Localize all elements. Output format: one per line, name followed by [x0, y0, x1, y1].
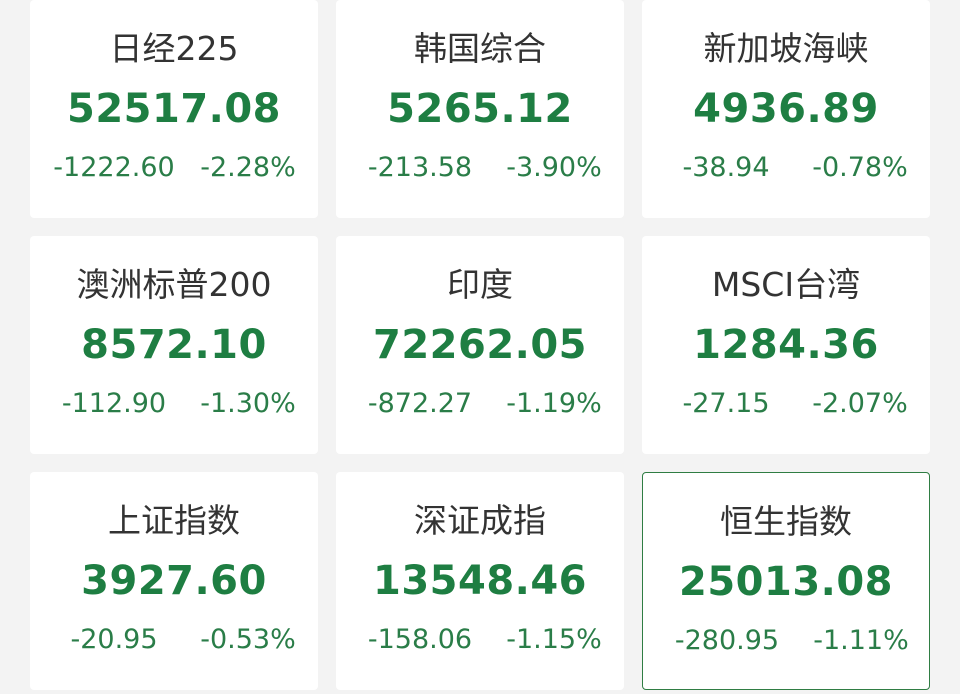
index-change: -213.58	[367, 152, 473, 183]
index-change: -20.95	[70, 624, 158, 655]
index-name: 深证成指	[414, 501, 546, 540]
index-percent: -3.90%	[506, 152, 602, 183]
index-change: -158.06	[367, 624, 473, 655]
index-card[interactable]: 韩国综合 5265.12 -213.58 -3.90%	[336, 0, 624, 218]
index-change: -38.94	[682, 152, 770, 183]
index-percent: -2.28%	[200, 152, 296, 183]
index-percent: -0.78%	[812, 152, 908, 183]
index-value: 3927.60	[81, 558, 267, 604]
index-name: 新加坡海峡	[703, 29, 869, 68]
index-card[interactable]: 深证成指 13548.46 -158.06 -1.15%	[336, 472, 624, 690]
index-percent: -1.15%	[506, 624, 602, 655]
index-percent: -2.07%	[812, 388, 908, 419]
index-value: 13548.46	[372, 558, 588, 604]
index-percent: -1.19%	[506, 388, 602, 419]
index-card[interactable]: 澳洲标普200 8572.10 -112.90 -1.30%	[30, 236, 318, 454]
index-card[interactable]: 新加坡海峡 4936.89 -38.94 -0.78%	[642, 0, 930, 218]
index-change: -27.15	[682, 388, 770, 419]
index-card[interactable]: 印度 72262.05 -872.27 -1.19%	[336, 236, 624, 454]
index-card[interactable]: 恒生指数 25013.08 -280.95 -1.11%	[642, 472, 930, 690]
index-name: 澳洲标普200	[76, 265, 272, 304]
index-change: -1222.60	[53, 152, 175, 183]
index-card[interactable]: 日经225 52517.08 -1222.60 -2.28%	[30, 0, 318, 218]
index-percent: -1.11%	[813, 625, 909, 656]
index-value: 25013.08	[678, 559, 894, 605]
index-name: 恒生指数	[720, 502, 852, 541]
index-name: 日经225	[109, 29, 239, 68]
index-value: 5265.12	[387, 86, 573, 132]
index-name: MSCI台湾	[711, 265, 861, 304]
index-percent: -1.30%	[200, 388, 296, 419]
index-value: 8572.10	[81, 322, 267, 368]
index-value: 1284.36	[693, 322, 879, 368]
index-value: 52517.08	[66, 86, 282, 132]
index-change: -280.95	[674, 625, 780, 656]
index-percent: -0.53%	[200, 624, 296, 655]
index-card[interactable]: 上证指数 3927.60 -20.95 -0.53%	[30, 472, 318, 690]
index-change: -872.27	[367, 388, 473, 419]
index-name: 韩国综合	[414, 29, 546, 68]
index-change: -112.90	[61, 388, 167, 419]
index-value: 4936.89	[693, 86, 879, 132]
index-name: 印度	[447, 265, 513, 304]
index-card[interactable]: MSCI台湾 1284.36 -27.15 -2.07%	[642, 236, 930, 454]
index-value: 72262.05	[372, 322, 588, 368]
index-name: 上证指数	[108, 501, 240, 540]
